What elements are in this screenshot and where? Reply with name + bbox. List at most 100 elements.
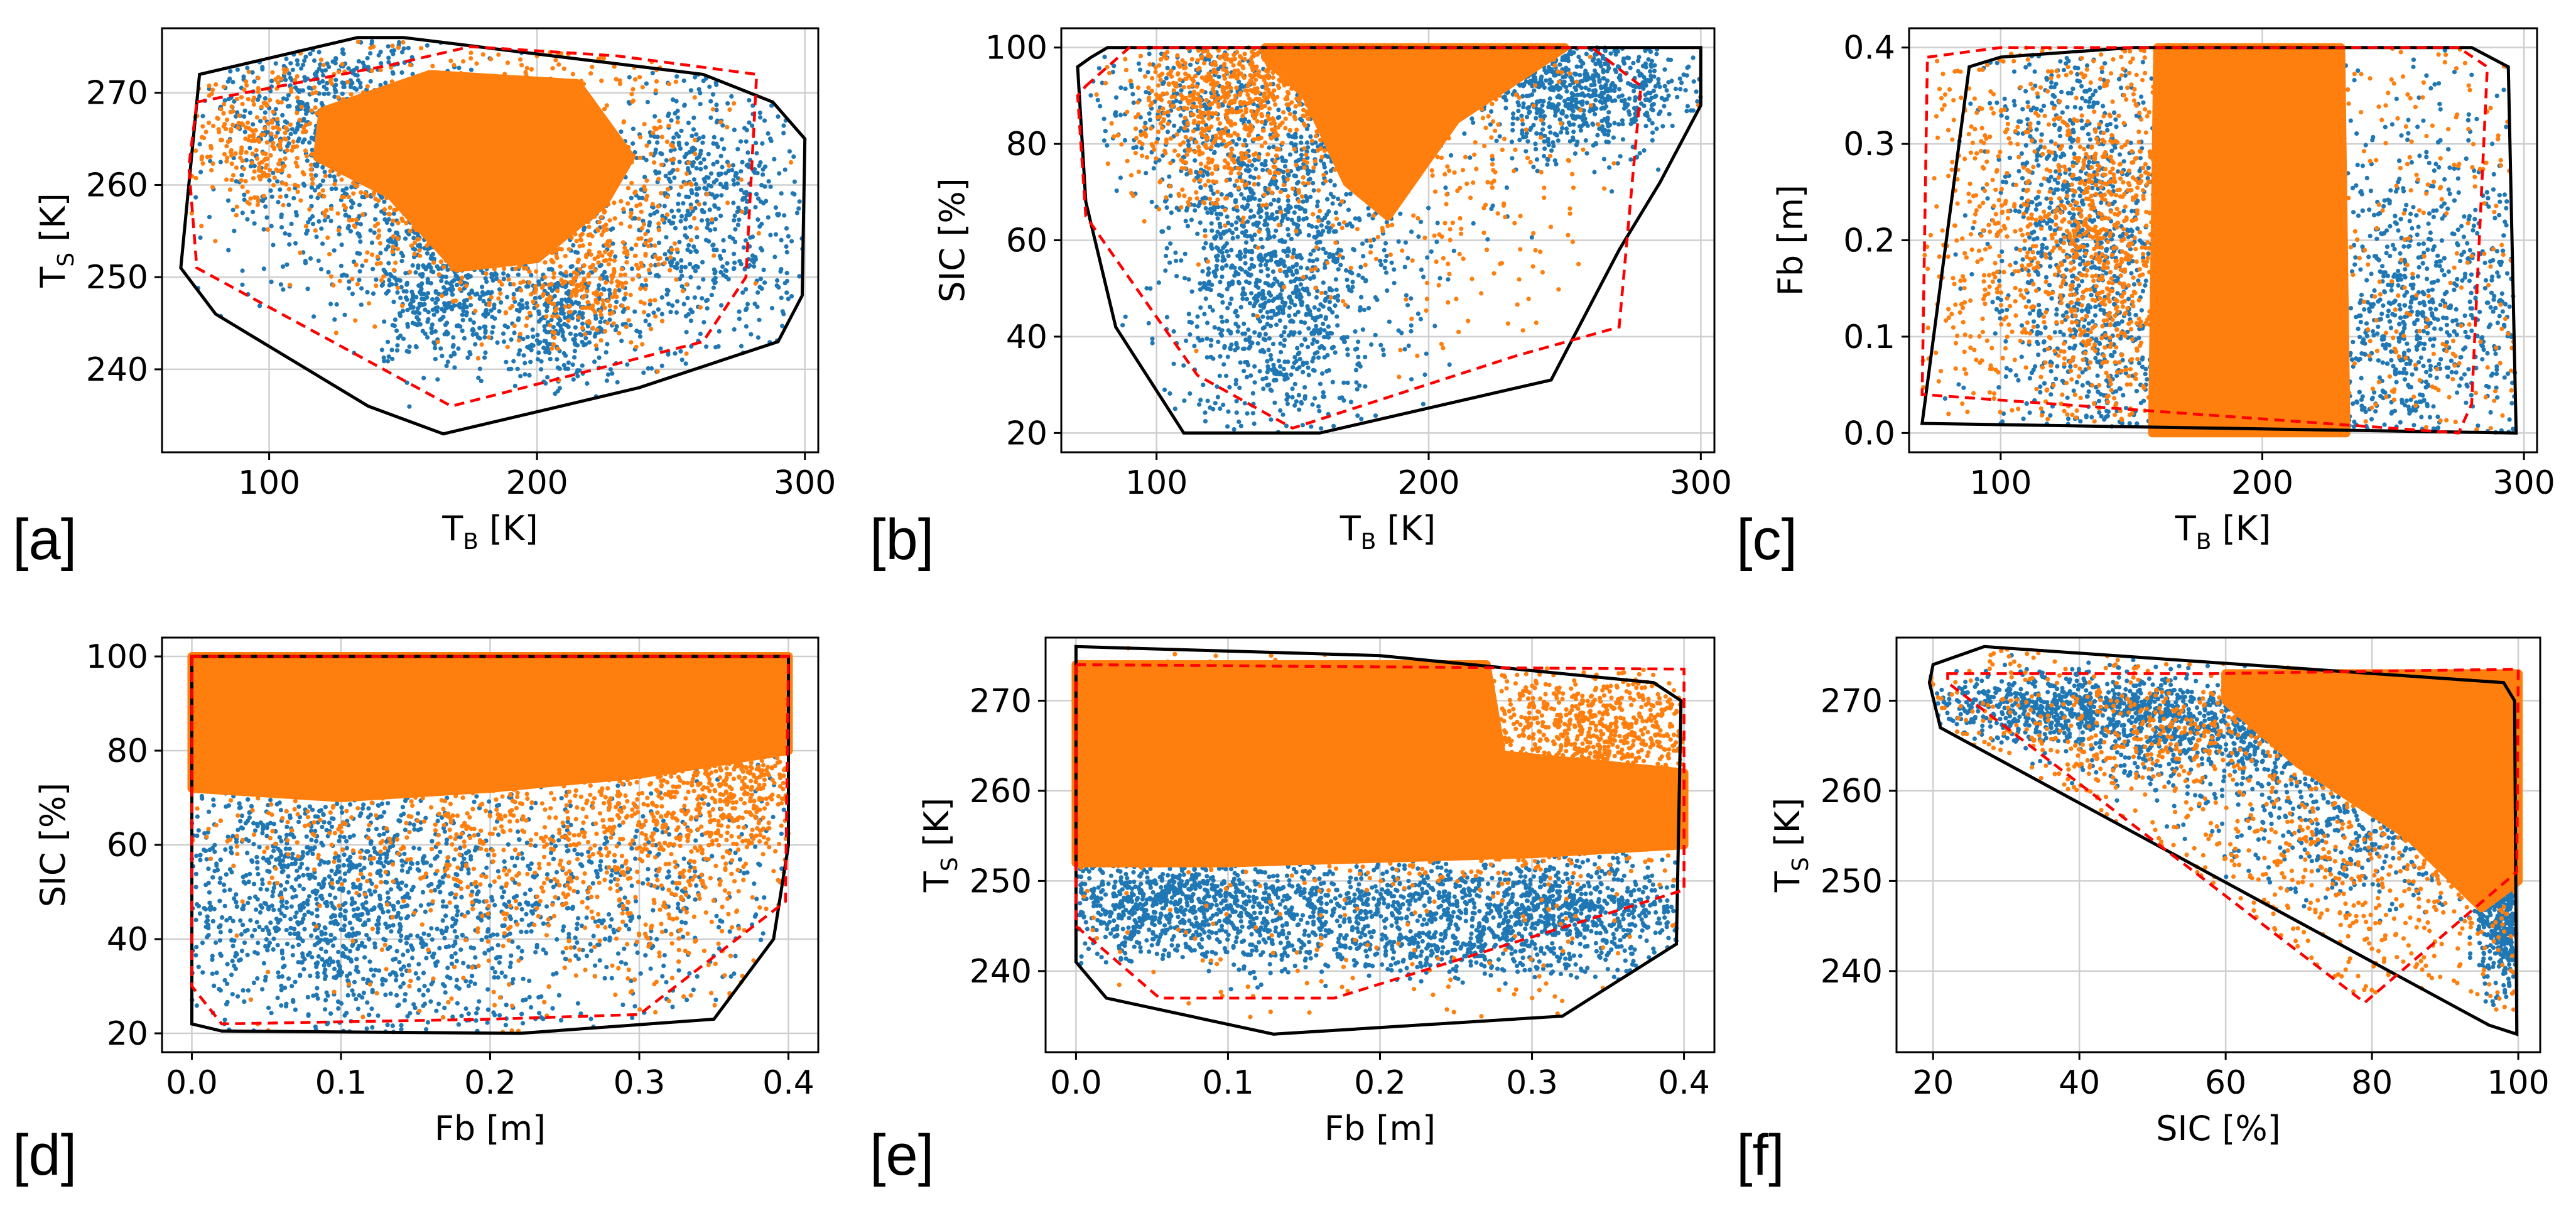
orange-point	[592, 256, 597, 261]
blue-point	[605, 342, 610, 347]
blue-point	[691, 244, 696, 249]
orange-point	[239, 178, 244, 183]
orange-point	[229, 129, 234, 134]
blue-point	[1366, 306, 1372, 311]
blue-point	[688, 261, 693, 266]
orange-point	[400, 303, 405, 308]
orange-point	[620, 303, 625, 308]
blue-point	[705, 226, 710, 231]
blue-point	[699, 218, 705, 223]
blue-point	[494, 272, 499, 277]
blue-point	[488, 291, 493, 296]
blue-point	[531, 343, 536, 348]
blue-point	[425, 295, 430, 300]
hull-red-dashed	[187, 45, 759, 408]
orange-point	[634, 344, 639, 349]
blue-point	[650, 70, 655, 75]
orange-point	[636, 216, 641, 221]
orange-point	[692, 215, 697, 221]
blue-point	[641, 370, 646, 376]
orange-point	[222, 151, 227, 157]
orange-point	[618, 273, 624, 278]
blue-point	[557, 386, 562, 391]
blue-point	[693, 268, 698, 274]
blue-point	[423, 307, 428, 312]
orange-point	[640, 85, 645, 90]
blue-point	[483, 350, 488, 356]
blue-point	[1324, 225, 1329, 230]
blue-point	[1471, 120, 1476, 125]
blue-point	[790, 191, 795, 196]
orange-point	[270, 70, 275, 75]
orange-point	[597, 250, 602, 255]
blue-point	[248, 164, 253, 169]
orange-point	[524, 65, 529, 71]
blue-point	[1545, 162, 1550, 167]
blue-point	[627, 75, 632, 80]
blue-point	[1306, 365, 1311, 370]
orange-point	[378, 261, 383, 266]
blue-point	[1208, 405, 1213, 410]
blue-point	[506, 367, 511, 372]
blue-point	[310, 222, 316, 227]
blue-point	[317, 219, 322, 224]
orange-point	[639, 209, 644, 214]
blue-point	[663, 173, 668, 178]
blue-point	[401, 336, 406, 341]
blue-point	[555, 357, 560, 362]
blue-point	[779, 295, 784, 300]
orange-point	[274, 116, 280, 122]
orange-point	[224, 159, 229, 164]
blue-point	[1301, 369, 1306, 374]
orange-point	[652, 298, 658, 303]
orange-point	[435, 339, 440, 344]
blue-point	[677, 239, 682, 244]
blue-point	[643, 318, 648, 324]
blue-point	[744, 306, 749, 311]
orange-point	[229, 104, 234, 109]
blue-point	[672, 175, 677, 180]
blue-point	[733, 239, 738, 244]
orange-point	[228, 187, 233, 192]
blue-point	[242, 197, 247, 202]
blue-point	[759, 183, 764, 188]
orange-point	[245, 189, 250, 194]
orange-point	[595, 327, 600, 333]
blue-point	[369, 240, 375, 245]
blue-point	[1529, 235, 1534, 240]
blue-point	[1268, 324, 1274, 329]
blue-point	[626, 100, 631, 105]
blue-point	[743, 238, 749, 243]
blue-point	[218, 160, 223, 165]
orange-point	[638, 134, 643, 139]
blue-point	[696, 186, 701, 191]
blue-point	[429, 325, 434, 330]
blue-point	[1277, 318, 1282, 323]
blue-point	[714, 141, 719, 146]
orange-point	[251, 176, 256, 181]
orange-point	[309, 172, 314, 177]
blue-point	[681, 201, 686, 206]
blue-point	[776, 285, 781, 290]
orange-point	[404, 220, 409, 226]
blue-point	[1360, 275, 1365, 280]
blue-point	[1216, 74, 1221, 79]
orange-point	[440, 293, 445, 298]
blue-point	[280, 112, 285, 117]
blue-point	[684, 330, 689, 335]
orange-point	[214, 82, 219, 87]
blue-point	[664, 256, 669, 261]
blue-point	[529, 347, 534, 352]
blue-point	[326, 91, 331, 96]
blue-point	[322, 84, 327, 89]
blue-point	[752, 302, 757, 307]
orange-density-core	[313, 70, 636, 273]
blue-point	[448, 354, 453, 359]
orange-point	[308, 162, 314, 167]
blue-point	[1524, 131, 1529, 136]
blue-point	[690, 310, 695, 315]
blue-point	[705, 217, 710, 222]
blue-point	[425, 335, 430, 340]
blue-point	[739, 344, 744, 349]
